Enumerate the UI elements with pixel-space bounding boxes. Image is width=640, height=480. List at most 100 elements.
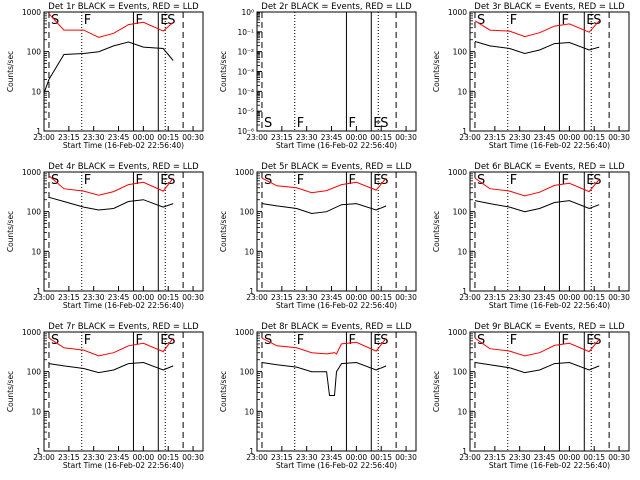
panel-title: Det 6r BLACK = Events, RED = LLD: [474, 162, 625, 172]
panel-title: Det 2r BLACK = Events, RED = LLD: [261, 2, 412, 12]
x-tick-label: 23:15: [271, 293, 293, 302]
x-tick-label: 00:15: [370, 133, 392, 142]
x-tick-label: 23:45: [534, 453, 556, 462]
x-axis-label: Start Time (16-Feb-02 22:56:40): [276, 301, 397, 310]
flare-marker-e: E: [586, 173, 594, 188]
lld-series-line: [48, 13, 174, 38]
flare-marker-e: E: [373, 173, 381, 188]
panel-title: Det 1r BLACK = Events, RED = LLD: [48, 2, 199, 12]
y-tick-label: 1000: [22, 168, 41, 177]
y-tick-label: 10: [244, 407, 254, 416]
y-tick-label: 100: [27, 48, 42, 57]
x-tick-label: 23:15: [484, 133, 506, 142]
y-tick-label: 100: [240, 368, 255, 377]
events-series-line: [43, 41, 174, 94]
x-tick-label: 00:30: [608, 453, 630, 462]
x-tick-label: 23:30: [296, 293, 318, 302]
y-axis-label: Counts/sec: [6, 51, 15, 92]
x-tick-label: 23:15: [58, 133, 80, 142]
flare-marker-f: F: [297, 333, 304, 348]
y-tick-label: 1: [462, 447, 467, 456]
x-tick-label: 23:45: [321, 293, 343, 302]
plot-frame: [469, 171, 630, 292]
x-tick-label: 23:45: [108, 453, 130, 462]
x-tick-label: 23:00: [459, 453, 481, 462]
y-tick-label: 10: [31, 247, 41, 256]
y-tick-label: 1000: [448, 8, 467, 17]
x-tick-label: 00:30: [608, 293, 630, 302]
x-tick-label: 00:15: [583, 453, 605, 462]
y-tick-label: 1000: [22, 328, 41, 337]
y-axis-label: Counts/sec: [432, 211, 441, 252]
plot-frame: [43, 11, 204, 132]
flare-marker-s: S: [264, 116, 272, 131]
panel-det-7: Det 7r BLACK = Events, RED = LLD 1 10 100 10…: [6, 322, 204, 470]
flare-marker-f: F: [135, 13, 142, 28]
flare-marker-f: F: [348, 333, 355, 348]
y-tick-label: 10: [457, 87, 467, 96]
events-series-line: [474, 41, 600, 55]
flare-marker-f: F: [561, 333, 568, 348]
y-tick-label: 10: [31, 407, 41, 416]
y-tick-label: 10⁻⁶: [237, 127, 254, 136]
x-tick-label: 23:00: [33, 453, 55, 462]
x-tick-label: 00:00: [559, 453, 581, 462]
x-tick-label: 00:00: [346, 453, 368, 462]
y-axis-label: Counts/sec: [6, 371, 15, 412]
flare-marker-f: F: [84, 333, 91, 348]
y-tick-label: 1: [36, 127, 41, 136]
x-tick-label: 00:30: [395, 453, 417, 462]
panel-title: Det 7r BLACK = Events, RED = LLD: [48, 322, 199, 332]
x-tick-label: 23:30: [83, 293, 105, 302]
y-tick-label: 10⁰: [241, 8, 254, 17]
lld-series-line: [48, 337, 174, 357]
x-tick-label: 23:15: [58, 293, 80, 302]
panel-det-2: Det 2r BLACK = Events, RED = LLD 10⁻⁶ 10⁻⁵…: [219, 2, 417, 150]
y-tick-label: 100: [27, 208, 42, 217]
y-tick-label: 1000: [448, 168, 467, 177]
x-tick-label: 23:00: [33, 133, 55, 142]
x-tick-label: 23:15: [484, 453, 506, 462]
x-tick-label: 00:00: [133, 133, 155, 142]
y-axis-label: Counts/sec: [432, 371, 441, 412]
y-tick-label: 1000: [448, 328, 467, 337]
events-series-line: [474, 361, 600, 374]
x-tick-label: 23:00: [246, 453, 268, 462]
flare-marker-f: F: [297, 173, 304, 188]
y-axis-label: Counts/sec: [6, 211, 15, 252]
y-axis-label: Counts/sec: [219, 371, 228, 412]
x-tick-label: 23:00: [33, 293, 55, 302]
x-tick-label: 00:30: [395, 133, 417, 142]
x-tick-label: 00:00: [559, 293, 581, 302]
plot-frame: [256, 331, 417, 452]
y-tick-label: 10⁻¹: [237, 28, 254, 37]
events-series-line: [48, 196, 174, 211]
x-tick-label: 00:00: [133, 293, 155, 302]
panel-title: Det 3r BLACK = Events, RED = LLD: [474, 2, 625, 12]
flare-marker-s: S: [380, 116, 388, 131]
y-tick-label: 10: [244, 247, 254, 256]
x-tick-label: 23:00: [459, 293, 481, 302]
lld-series-line: [474, 177, 600, 197]
panel-det-6: Det 6r BLACK = Events, RED = LLD 1 10 100 10…: [432, 162, 630, 310]
x-tick-label: 00:00: [559, 133, 581, 142]
flare-marker-f: F: [135, 333, 142, 348]
flare-marker-e: E: [586, 333, 594, 348]
panel-title: Det 8r BLACK = Events, RED = LLD: [261, 322, 412, 332]
x-tick-label: 23:30: [83, 133, 105, 142]
y-tick-label: 100: [453, 48, 468, 57]
flare-marker-f: F: [561, 173, 568, 188]
x-tick-label: 00:15: [370, 453, 392, 462]
x-tick-label: 23:30: [83, 453, 105, 462]
x-tick-label: 00:15: [157, 133, 179, 142]
flare-marker-f: F: [510, 333, 517, 348]
x-axis-label: Start Time (16-Feb-02 22:56:40): [63, 461, 184, 470]
x-tick-label: 00:15: [157, 293, 179, 302]
y-tick-label: 10: [457, 407, 467, 416]
flare-marker-e: E: [160, 173, 168, 188]
events-series-line: [474, 200, 600, 213]
x-axis-label: Start Time (16-Feb-02 22:56:40): [63, 141, 184, 150]
x-tick-label: 23:45: [321, 453, 343, 462]
x-tick-label: 23:15: [271, 453, 293, 462]
x-tick-label: 23:45: [321, 133, 343, 142]
